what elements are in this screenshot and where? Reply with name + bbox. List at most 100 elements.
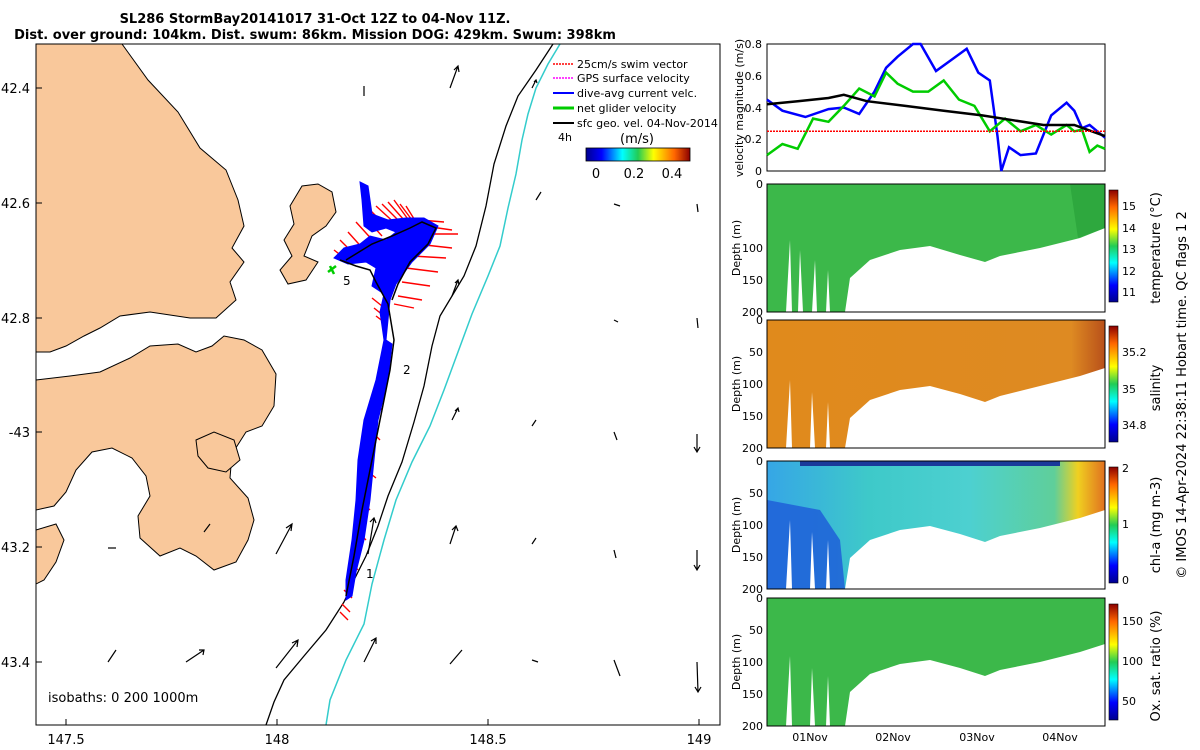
temp-ytick-2: 100 [742,242,763,255]
sal-cbar-0: 34.8 [1122,419,1147,432]
lon-tick-0: 147.5 [47,733,84,748]
salinity-field [767,320,1105,448]
chl-cbar-1: 1 [1122,518,1129,531]
chla-surface-low [800,461,1060,466]
land-south [36,335,277,571]
temperature-gaps [786,240,830,312]
isobath-200m [265,44,554,725]
oxygen-gaps [786,656,830,726]
isobath-1000m [325,44,561,725]
lon-tick-2: 148.5 [469,733,506,748]
velocity-ylabel: velocity magnitude (m/s) [733,39,746,177]
imos-note: © IMOS 14-Apr-2024 22:38:11 Hobart time.… [1175,211,1190,578]
legend-entry-gps: GPS surface velocity [553,72,690,85]
chl-ytick-1: 50 [749,487,763,500]
chl-ytick-3: 150 [742,551,763,564]
chla-cbar-label: chl-a (mg m-3) [1149,477,1164,574]
map-panel: 1 2 5 isobaths: 0 200 1000m 42.4 42.6 42… [1,43,721,748]
date-tick-0: 01Nov [792,731,828,744]
sal-ytick-1: 50 [749,346,763,359]
map-lat-axis: 42.4 42.6 42.8 -43 43.2 43.4 [1,82,42,671]
legend-label-4: sfc geo. vel. 04-Nov-2014 [577,117,718,130]
temperature-field [767,184,1105,312]
vel-ytick-2: 0.4 [745,102,763,115]
salinity-panel: Depth (m) 0 50 100 150 200 34.8 35 35.2 … [730,314,1164,455]
isobaths-label: isobaths: 0 200 1000m [48,691,198,706]
temp-cbar-0: 11 [1122,286,1136,299]
legend-label-1: GPS surface velocity [577,72,690,85]
land-bruny [36,523,65,585]
track-label-2: 2 [403,363,411,377]
salinity-gaps [786,380,830,448]
sal-ytick-2: 100 [742,378,763,391]
colorbar-tick-1: 0.2 [624,167,645,182]
land-forestier [279,183,337,285]
chla-gaps [786,520,830,589]
ox-cbar-0: 50 [1122,695,1136,708]
lon-tick-3: 149 [687,733,712,748]
temp-ytick-0: 0 [756,178,763,191]
chl-cbar-2: 2 [1122,462,1129,475]
map-legend: 25cm/s swim vector GPS surface velocity … [553,58,718,182]
date-axis: 01Nov 02Nov 03Nov 04Nov [792,731,1078,744]
date-tick-1: 02Nov [875,731,911,744]
chla-field [767,461,1105,589]
temperature-panel: Depth (m) 0 100 150 200 11 12 13 14 15 t… [730,178,1164,319]
temperature-ylabel: Depth (m) [730,220,743,276]
oxygen-colorbar [1108,603,1119,721]
speed-colorbar [585,147,691,162]
vel-ytick-1: 0.2 [745,133,763,146]
salinity-colorbar [1108,325,1119,443]
ox-ytick-0: 0 [756,592,763,605]
ox-cbar-2: 150 [1122,615,1143,628]
lat-tick-4: 43.2 [1,541,30,556]
date-tick-3: 04Nov [1042,731,1078,744]
colorbar-unit: (m/s) [620,132,654,147]
chl-ytick-2: 100 [742,519,763,532]
ox-ytick-2: 100 [742,656,763,669]
chla-colorbar [1108,466,1119,584]
temperature-cbar-label: temperature (°C) [1149,192,1164,304]
lat-tick-2: 42.8 [1,312,30,327]
legend-label-3: net glider velocity [577,102,677,115]
vel-ytick-4: 0.8 [745,38,763,51]
ox-ytick-4: 200 [742,720,763,733]
salinity-cbar-label: salinity [1149,364,1164,411]
temperature-colorbar [1108,189,1119,303]
chl-ytick-4: 200 [742,583,763,596]
velocity-series-1 [766,70,1106,157]
title-line-2: Dist. over ground: 104km. Dist. swum: 86… [14,28,616,43]
temperature-frame [766,183,1106,313]
legend-label-0: 25cm/s swim vector [577,58,688,71]
temp-ytick-4: 200 [742,306,763,319]
velocity-series [766,42,1106,172]
date-tick-2: 03Nov [959,731,995,744]
chl-cbar-0: 0 [1122,574,1129,587]
oxygen-field [767,598,1105,726]
track-label-1: 1 [366,567,374,581]
land-tasmania [36,44,245,353]
chla-panel: Depth (m) 0 50 100 150 200 0 1 2 chl-a (… [730,455,1164,596]
velocity-series-0 [766,42,1106,172]
velocity-chart-frame [766,43,1106,172]
time-label: 4h [558,131,572,144]
temp-ytick-3: 150 [742,274,763,287]
lon-tick-1: 148 [265,733,290,748]
chla-frame [766,460,1106,590]
lat-tick-5: 43.4 [1,656,30,671]
glider-track [327,181,439,601]
track-label-5: 5 [343,274,351,288]
ox-ytick-1: 50 [749,624,763,637]
velocity-chart: velocity magnitude (m/s) 0 0.2 0.4 0.6 0… [733,38,1106,178]
salinity-ylabel: Depth (m) [730,356,743,412]
map-frame [35,43,721,726]
temperature-warm-patch [1070,184,1105,238]
land-tasman-peninsula [195,431,241,473]
sal-cbar-2: 35.2 [1122,346,1147,359]
temp-cbar-4: 15 [1122,200,1136,213]
salinity-frame [766,319,1106,449]
legend-entry-dive-avg: dive-avg current velc. [553,87,697,100]
legend-entry-sfc: sfc geo. vel. 04-Nov-2014 [553,117,718,130]
chla-ylabel: Depth (m) [730,497,743,553]
